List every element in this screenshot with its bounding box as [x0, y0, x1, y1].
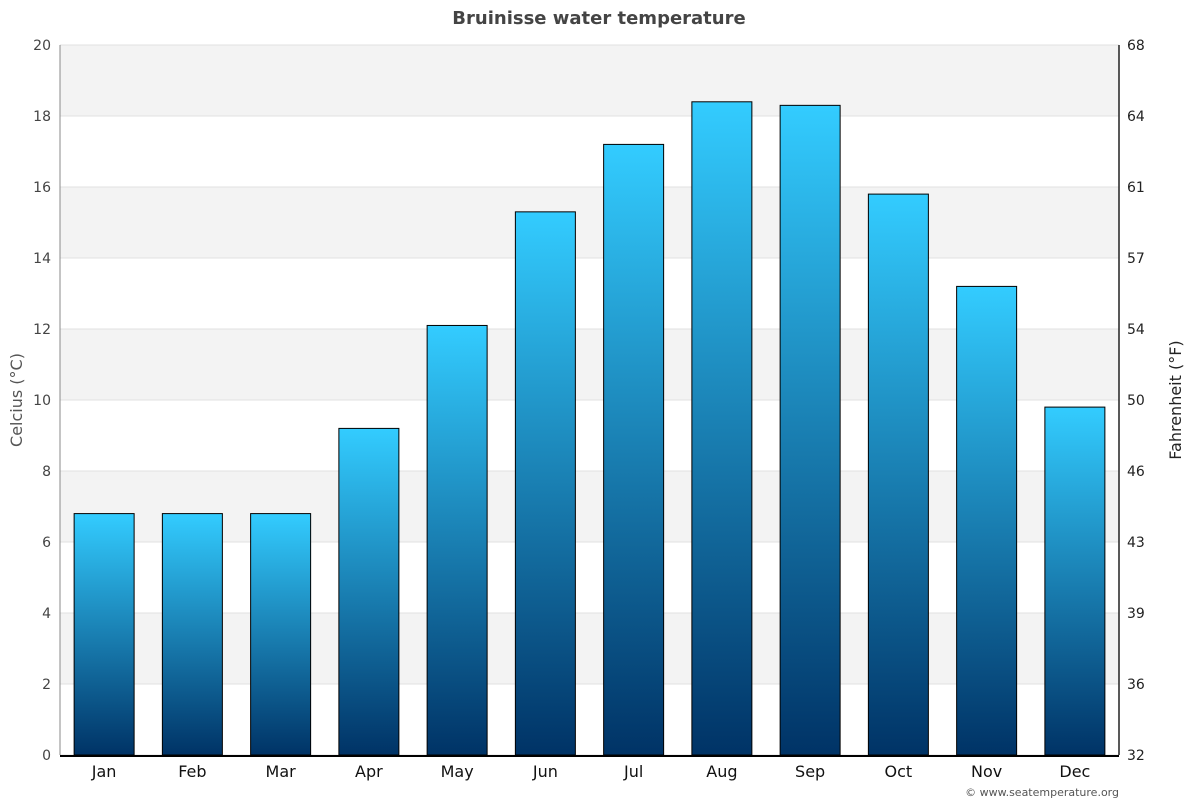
y-tick-label-left: 6	[42, 535, 51, 551]
y-tick-label-right: 61	[1127, 180, 1145, 196]
credit-text: © www.seatemperature.org	[965, 786, 1119, 799]
y-tick-label-right: 32	[1127, 748, 1145, 764]
bar-oct	[867, 193, 929, 756]
bar-dec	[1044, 406, 1106, 756]
y-tick-label-right: 43	[1127, 535, 1145, 551]
y-tick-label-left: 4	[42, 606, 51, 622]
x-tick-label: Aug	[706, 762, 737, 781]
y-axis-label-left: Celcius (°C)	[7, 353, 26, 447]
x-tick-label: Dec	[1059, 762, 1090, 781]
y-tick-label-left: 10	[33, 393, 51, 409]
y-tick-label-left: 8	[42, 464, 51, 480]
grid-band	[60, 45, 1119, 116]
y-tick-label-left: 18	[33, 109, 51, 125]
bar-jul	[603, 143, 665, 756]
x-tick-label: Jun	[532, 762, 558, 781]
y-tick-label-right: 57	[1127, 251, 1145, 267]
grid-band	[60, 329, 1119, 400]
bar-sep	[779, 104, 841, 756]
bar-jun	[514, 211, 576, 756]
x-tick-label: Oct	[885, 762, 913, 781]
bar-apr	[338, 427, 400, 756]
x-tick-label: Apr	[355, 762, 383, 781]
y-axis-label-right: Fahrenheit (°F)	[1166, 340, 1185, 459]
y-tick-label-right: 68	[1127, 38, 1145, 54]
y-tick-label-right: 64	[1127, 109, 1145, 125]
grid-band	[60, 471, 1119, 542]
x-tick-label: Sep	[795, 762, 825, 781]
x-tick-label: Mar	[266, 762, 297, 781]
x-tick-label: May	[441, 762, 474, 781]
x-tick-label: Jul	[623, 762, 643, 781]
x-tick-label: Feb	[178, 762, 206, 781]
y-tick-label-right: 50	[1127, 393, 1145, 409]
y-tick-label-right: 36	[1127, 677, 1145, 693]
y-tick-label-right: 46	[1127, 464, 1145, 480]
bar-nov	[956, 285, 1018, 756]
bar-mar	[250, 513, 312, 756]
y-tick-label-right: 39	[1127, 606, 1145, 622]
y-tick-label-left: 2	[42, 677, 51, 693]
x-tick-label: Jan	[91, 762, 117, 781]
y-tick-label-left: 16	[33, 180, 51, 196]
grid-band	[60, 187, 1119, 258]
chart-title: Bruinisse water temperature	[452, 8, 745, 29]
x-tick-label: Nov	[971, 762, 1002, 781]
bar-jan	[73, 513, 135, 756]
bar-aug	[691, 101, 753, 756]
y-tick-label-left: 12	[33, 322, 51, 338]
bar-feb	[161, 513, 223, 756]
y-tick-label-left: 0	[42, 748, 51, 764]
y-tick-label-left: 14	[33, 251, 51, 267]
y-tick-label-right: 54	[1127, 322, 1145, 338]
y-tick-label-left: 20	[33, 38, 51, 54]
grid-band	[60, 613, 1119, 684]
bar-may	[426, 324, 488, 756]
